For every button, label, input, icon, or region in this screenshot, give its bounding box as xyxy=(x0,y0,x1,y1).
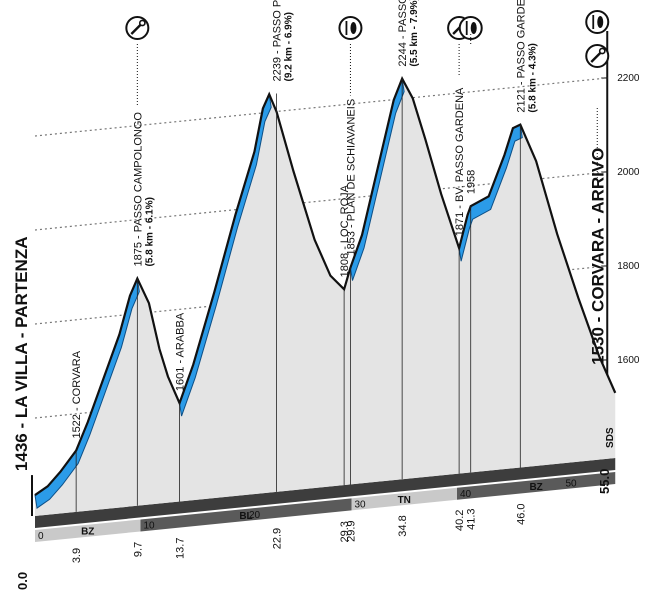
altitude-gridline xyxy=(34,171,608,231)
waypoint-label: 1875 - PASSO CAMPOLONGO xyxy=(132,112,144,267)
wrench-icon-head xyxy=(598,47,606,55)
waypoint-km-label: 13.7 xyxy=(175,538,187,559)
province-band xyxy=(351,487,457,511)
waypoint-km-label: 3.9 xyxy=(71,548,83,563)
province-band xyxy=(140,498,352,532)
waypoint-detail: (5.8 km - 6.1%) xyxy=(144,197,155,266)
wrench-icon-head xyxy=(138,19,146,27)
province-band-label: BZ xyxy=(529,482,542,493)
waypoint-label: 2244 - PASSO SELLA xyxy=(397,0,409,67)
waypoint-label: 1522 - CORVARA xyxy=(71,350,83,438)
start-km-label: 0.0 xyxy=(15,572,30,590)
waypoint-label: 1958 xyxy=(466,170,478,194)
profile-base-slab xyxy=(35,457,616,528)
waypoint-label: 1808 - LOC. ROJA xyxy=(339,184,351,277)
waypoint-detail: (5.8 km - 4.3%) xyxy=(527,43,538,112)
waypoint-label: 2239 - PASSO PORDOI xyxy=(272,0,284,82)
elevation-profile xyxy=(34,75,617,528)
band-tick-label: 40 xyxy=(460,489,472,500)
waypoint-km-label: 34.8 xyxy=(397,515,409,536)
waypoint-detail: (9.2 km - 6.9%) xyxy=(284,12,295,81)
finish-label: 1530 - CORVARA - ARRIVO xyxy=(588,148,607,365)
waypoint-label: 2121 - PASSO GARDENA xyxy=(515,0,527,113)
band-tick-label: 0 xyxy=(38,531,44,542)
altitude-tick-label: 1800 xyxy=(617,261,640,272)
start-label: 1436 - LA VILLA - PARTENZA xyxy=(12,237,31,472)
food-icon-plate xyxy=(597,16,604,28)
profile-outline xyxy=(34,75,617,496)
service-icons xyxy=(125,10,610,178)
start-finish: 1436 - LA VILLA - PARTENZA 0.0 1530 - CORV… xyxy=(12,148,616,590)
km-labels: 3.9 9.7 13.7 22.9 29.329.9 34.8 40.2 41.3 46.0 xyxy=(71,503,527,563)
province-band xyxy=(35,519,141,542)
province-band xyxy=(457,471,616,500)
waypoint-label: 1601 - ARABBA xyxy=(175,312,187,391)
altitude-gridline xyxy=(34,77,608,137)
band-tick-label: 10 xyxy=(144,520,156,531)
altitude-tick-label: 1600 xyxy=(617,355,640,366)
waypoint-label: 1871 - BV. PASSO GARDENA xyxy=(454,87,466,236)
province-bands: BZ BL TN BZ 0 10 20 30 40 50 xyxy=(35,471,616,542)
food-icon-plate xyxy=(470,22,477,34)
band-tick-label: 30 xyxy=(355,499,367,510)
waypoint-km-label: 22.9 xyxy=(272,528,284,549)
waypoint-km-label: 29.9 xyxy=(345,520,357,541)
province-band-label: BL xyxy=(239,511,252,522)
band-tick-label: 50 xyxy=(566,478,578,489)
altitude-tick-label: 2000 xyxy=(617,167,640,178)
waypoint-km-label: 41.3 xyxy=(466,508,478,529)
wrench-icon xyxy=(590,51,603,63)
band-tick-label: 20 xyxy=(249,510,261,521)
waypoint-km-label: 9.7 xyxy=(132,542,144,557)
waypoint-km-label: 40.2 xyxy=(454,510,466,531)
province-band-label: TN xyxy=(398,495,411,506)
waypoint-km-label: 29.3 xyxy=(339,521,351,542)
province-band-label: BZ xyxy=(81,527,94,538)
waypoint-label: 1853 - PLAN DE SCHIAVANEIS xyxy=(345,99,357,256)
road-code-label: SDS xyxy=(605,427,616,448)
waypoint-detail: (5.5 km - 7.9%) xyxy=(409,0,420,67)
food-icon-plate xyxy=(350,22,357,34)
waypoint-km-label: 46.0 xyxy=(515,503,527,524)
wrench-icon xyxy=(130,23,143,35)
altitude-tick-label: 2200 xyxy=(617,73,640,84)
finish-km-label: 55.0 xyxy=(597,469,612,494)
waypoint-markers xyxy=(75,78,521,512)
